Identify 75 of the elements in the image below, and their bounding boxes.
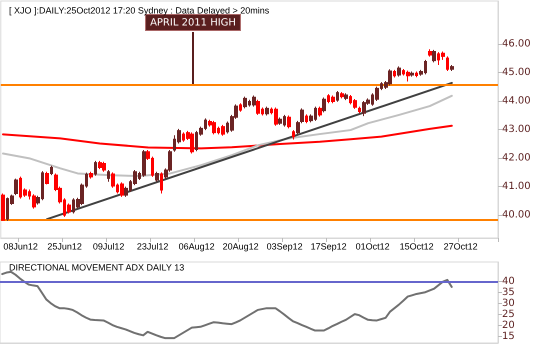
candlestick	[331, 95, 335, 104]
candlestick	[212, 120, 216, 135]
x-tick-label: 03Sep12	[266, 242, 303, 252]
candlestick	[67, 202, 71, 214]
candlestick	[142, 150, 146, 178]
candlestick	[50, 165, 53, 176]
candlestick	[45, 171, 49, 185]
candlestick	[102, 161, 106, 172]
candlestick	[428, 48, 432, 58]
x-tick-label: 27Oct12	[444, 242, 478, 252]
y-tick-label: 42.00	[502, 152, 531, 164]
candlestick	[305, 114, 308, 124]
line-series	[1, 270, 453, 340]
x-tick-label: 17Sep12	[310, 242, 347, 252]
candlestick	[265, 106, 269, 116]
y-tick-label: 41.00	[502, 181, 531, 192]
candlestick	[358, 106, 361, 114]
y-tick-label: 44.00	[502, 95, 531, 106]
candlestick	[14, 178, 18, 196]
y-tick-label: 15	[502, 330, 515, 342]
candlestick	[107, 170, 110, 182]
line-series	[2, 94, 453, 178]
ref-line-label: APRIL 2011 HIGH	[150, 18, 236, 28]
y-tick-label: 20	[502, 320, 515, 331]
x-tick-label: 08Jun12	[3, 242, 38, 252]
x-tick-label: 01Oct12	[356, 242, 390, 252]
candlestick	[243, 96, 247, 109]
candlestick	[397, 66, 401, 78]
y-tick-label: 40	[502, 276, 515, 288]
candlestick	[89, 171, 93, 180]
candlestick	[1, 192, 5, 222]
candlestick	[120, 182, 124, 198]
y-tick-label: 40.00	[502, 210, 531, 221]
chart-title: DIRECTIONAL MOVEMENT ADX DAILY 13	[9, 262, 184, 272]
y-tick-label: 45.00	[502, 66, 531, 78]
candlestick	[336, 90, 339, 102]
candlestick	[98, 160, 102, 170]
candlestick	[239, 102, 242, 112]
candlestick	[252, 95, 256, 108]
x-tick-label: 23Jul12	[136, 242, 168, 252]
x-tick-label: 06Aug12	[178, 242, 215, 252]
candlestick	[406, 70, 410, 82]
candlestick	[344, 92, 348, 101]
candlestick	[322, 97, 326, 113]
x-tick-label: 09Jul12	[92, 242, 124, 252]
candlestick	[155, 171, 159, 182]
y-tick-label: 25	[502, 309, 515, 320]
y-tick-label: 43.00	[502, 124, 531, 135]
candlestick	[353, 98, 357, 110]
candlestick	[340, 92, 344, 99]
candlestick	[446, 56, 449, 72]
y-tick-label: 35	[502, 287, 515, 298]
candlestick	[362, 100, 366, 117]
candlestick	[278, 117, 282, 126]
candlestick	[274, 107, 278, 126]
candlestick	[415, 71, 418, 78]
candlestick	[94, 160, 97, 176]
candlestick	[32, 194, 36, 210]
candlestick	[160, 172, 163, 194]
x-tick-label: 15Oct12	[400, 242, 434, 252]
candlestick	[393, 69, 396, 78]
x-tick-label: 25Jun12	[47, 242, 82, 252]
candlestick	[287, 115, 291, 129]
candlestick	[388, 68, 392, 86]
candlestick	[450, 64, 454, 72]
candlestick	[410, 71, 414, 78]
candlestick	[221, 124, 225, 136]
candlestick	[292, 130, 295, 140]
y-tick-label: 46.00	[502, 38, 531, 50]
candlestick	[318, 106, 322, 118]
x-tick-label: 20Aug12	[222, 242, 259, 252]
candlestick	[432, 49, 436, 63]
chart-title: [ XJO ]:DAILY:25Oct2012 17:20 Sydney : Data Delayed > 20mins	[9, 6, 270, 16]
y-tick-label: 30	[502, 298, 515, 310]
candlestick	[256, 99, 260, 116]
